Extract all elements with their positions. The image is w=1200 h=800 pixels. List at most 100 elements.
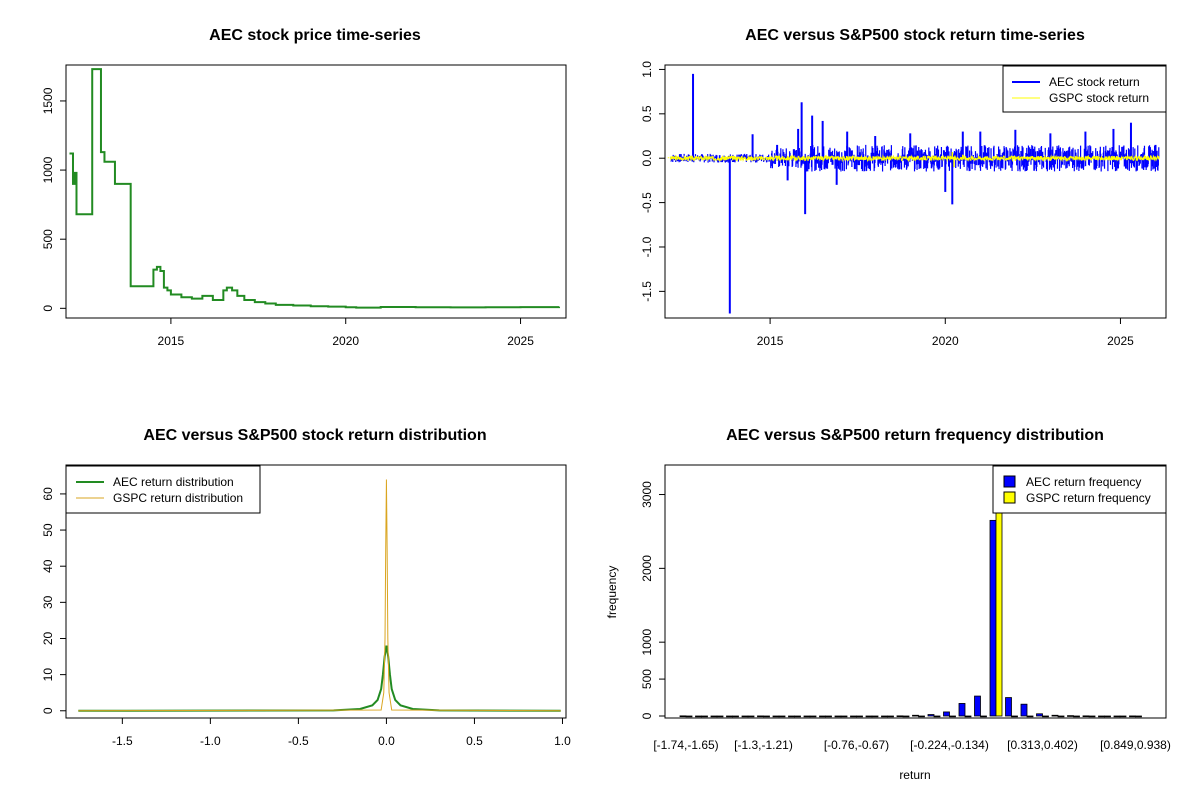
aec-frequency-bar <box>741 715 749 718</box>
gspc-frequency-bar <box>825 715 832 718</box>
legend-box <box>1002 65 1167 113</box>
x-tick-label: 2020 <box>932 334 959 348</box>
x-tick-label: [-1.74,-1.65) <box>653 738 718 752</box>
y-tick-label: 1000 <box>640 629 654 656</box>
gspc-frequency-bar <box>1011 715 1018 718</box>
y-tick-label: 500 <box>640 669 654 689</box>
gspc-frequency-bar <box>809 715 817 718</box>
x-tick-label: 1.0 <box>554 734 571 748</box>
gspc-frequency-bar <box>1057 715 1065 718</box>
y-axis: 0 10 20 30 40 50 60 <box>41 487 67 714</box>
y-tick-label: 1500 <box>41 87 55 114</box>
legend-label-aec: AEC stock return <box>1049 75 1140 89</box>
legend-swatch-gspc <box>1003 491 1016 504</box>
y-tick-label: 0 <box>640 712 654 719</box>
y-tick-label: 0 <box>41 707 55 714</box>
price-timeseries-panel: AEC stock price time-series 2015 2020 2025… <box>41 27 567 348</box>
gspc-frequency-bar <box>778 715 786 718</box>
aec-frequency-bar <box>1051 714 1059 717</box>
legend-box <box>65 465 261 514</box>
return-distribution-panel: AEC versus S&P500 stock return distribut… <box>41 427 571 748</box>
chart-title: AEC stock price time-series <box>209 27 421 44</box>
gspc-frequency-bar <box>716 715 724 718</box>
return-timeseries-panel: AEC versus S&P500 stock return time-seri… <box>640 27 1167 348</box>
frequency-bars <box>679 464 1142 718</box>
x-tick-label: 2020 <box>332 334 359 348</box>
gspc-density-line <box>78 479 561 712</box>
y-axis: 0 500 1000 1500 <box>41 87 67 312</box>
gspc-frequency-bar <box>1119 715 1127 718</box>
y-tick-label: 1000 <box>41 156 55 183</box>
y-tick-label: 40 <box>41 559 55 573</box>
x-tick-label: [0.313,0.402) <box>1007 738 1078 752</box>
legend: AEC return distribution GSPC return dist… <box>65 465 261 514</box>
aec-frequency-bar <box>943 711 950 717</box>
gspc-frequency-bar <box>1073 715 1080 718</box>
aec-frequency-bar <box>695 715 702 718</box>
return-frequency-panel: AEC versus S&P500 return frequency distr… <box>605 427 1171 782</box>
legend-label-gspc: GSPC return frequency <box>1026 491 1151 505</box>
gspc-frequency-bar <box>856 715 863 718</box>
x-tick-label: [0.849,0.938) <box>1100 738 1171 752</box>
aec-frequency-bar <box>803 715 811 718</box>
aec-frequency-bar <box>1020 703 1028 717</box>
x-axis: 2015 2020 2025 <box>757 317 1134 348</box>
aec-frequency-bar <box>1098 715 1105 718</box>
x-tick-label: 2015 <box>158 334 185 348</box>
y-tick-label: -1.0 <box>640 236 654 257</box>
y-tick-label: 10 <box>41 668 55 682</box>
aec-frequency-bar <box>726 715 733 718</box>
y-axis: 0 500 1000 2000 3000 <box>640 481 666 719</box>
y-axis-label: frequency <box>605 566 619 619</box>
x-tick-label: 0.0 <box>378 734 395 748</box>
y-tick-label: 60 <box>41 487 55 501</box>
x-tick-label: -0.5 <box>288 734 309 748</box>
x-axis: -1.5 -1.0 -0.5 0.0 0.5 1.0 <box>112 717 571 748</box>
aec-frequency-bar <box>1067 715 1074 717</box>
x-tick-label: [-1.3,-1.21) <box>734 738 793 752</box>
x-tick-label: [-0.224,-0.134) <box>910 738 989 752</box>
gspc-frequency-bar <box>763 715 770 718</box>
x-axis: [-1.74,-1.65) [-1.3,-1.21) [-0.76,-0.67) [-… <box>653 738 1171 752</box>
x-tick-label: -1.5 <box>112 734 133 748</box>
gspc-frequency-bar <box>747 715 755 718</box>
gspc-return-line <box>669 154 1160 163</box>
chart-title: AEC versus S&P500 stock return time-seri… <box>745 27 1085 44</box>
gspc-frequency-bar <box>871 715 879 718</box>
x-axis: 2015 2020 2025 <box>158 317 534 348</box>
aec-frequency-bar <box>1082 715 1090 718</box>
y-tick-label: -1.5 <box>640 281 654 302</box>
gspc-frequency-bar <box>980 715 987 718</box>
aec-frequency-bar <box>834 715 842 718</box>
chart-title: AEC versus S&P500 return frequency distr… <box>726 427 1104 444</box>
gspc-frequency-bar <box>918 715 925 718</box>
x-tick-label: 2025 <box>507 334 534 348</box>
legend-label-gspc: GSPC stock return <box>1049 91 1149 105</box>
aec-frequency-bar <box>772 715 780 718</box>
y-tick-label: 500 <box>41 229 55 249</box>
x-tick-label: 2015 <box>757 334 784 348</box>
aec-frequency-bar <box>912 714 919 717</box>
aec-frequency-bar <box>1113 715 1121 718</box>
aec-frequency-bar <box>989 519 997 717</box>
y-tick-label: 50 <box>41 523 55 537</box>
aec-frequency-bar <box>788 715 795 718</box>
y-axis: 1.0 0.5 0.0 -0.5 -1.0 -1.5 <box>640 61 666 302</box>
legend-label-aec: AEC return frequency <box>1026 475 1141 489</box>
gspc-frequency-bar <box>949 715 956 718</box>
plot-frame <box>65 64 567 319</box>
aec-frequency-bar <box>865 715 873 718</box>
legend-box <box>992 465 1167 514</box>
chart-title: AEC versus S&P500 stock return distribut… <box>143 427 486 444</box>
gspc-frequency-bar <box>794 715 801 718</box>
price-series <box>69 68 561 309</box>
aec-density-line <box>78 645 561 712</box>
y-tick-label: 0.5 <box>640 105 654 122</box>
gspc-frequency-bar <box>1135 715 1142 718</box>
aec-frequency-bar <box>881 715 888 718</box>
aec-frequency-bar <box>850 715 857 718</box>
aec-frequency-bar <box>974 695 981 717</box>
x-axis-label: return <box>899 768 930 782</box>
y-tick-label: 20 <box>41 631 55 645</box>
y-tick-label: 3000 <box>640 481 654 508</box>
